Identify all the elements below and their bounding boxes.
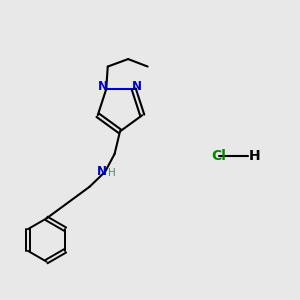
Text: N: N bbox=[132, 80, 142, 93]
Text: Cl: Cl bbox=[212, 149, 226, 163]
Text: N: N bbox=[98, 80, 108, 93]
Text: H: H bbox=[108, 167, 116, 178]
Text: H: H bbox=[248, 149, 260, 163]
Text: N: N bbox=[97, 165, 107, 178]
